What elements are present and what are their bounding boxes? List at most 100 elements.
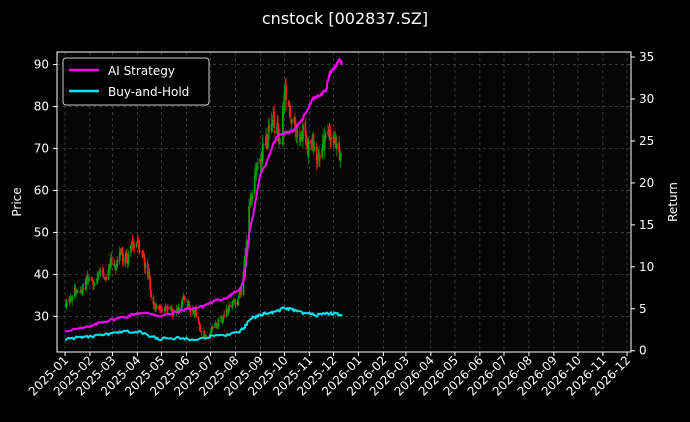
candle-body <box>197 316 200 321</box>
candle-body <box>105 277 107 281</box>
candle-body <box>294 122 297 138</box>
candle-body <box>92 280 95 285</box>
price-candles <box>64 77 342 341</box>
y-tick-label-right: 0 <box>639 344 647 358</box>
candle-body <box>144 263 147 269</box>
candle-body <box>65 299 68 308</box>
candle-body <box>153 302 156 304</box>
candle-body <box>152 296 155 305</box>
candle-body <box>118 252 121 262</box>
candle-body <box>150 290 152 298</box>
candle-body <box>200 331 203 333</box>
y-tick-label-left: 30 <box>34 309 49 323</box>
candle-body <box>113 264 115 266</box>
candle-body <box>231 301 234 308</box>
candle-body <box>234 302 237 306</box>
candle-body <box>288 104 291 107</box>
candle-body <box>212 326 214 328</box>
candle-body <box>245 248 247 255</box>
candle-body <box>127 253 130 264</box>
candle-body <box>215 322 218 326</box>
candle-body <box>334 138 337 143</box>
candle-body <box>68 298 70 300</box>
candle-body <box>81 288 84 295</box>
candle-body <box>90 276 93 280</box>
candle-body <box>287 102 290 104</box>
candle-body <box>268 125 271 131</box>
candle-body <box>251 195 254 199</box>
candle-body <box>198 321 201 325</box>
candle-body <box>261 158 263 162</box>
y-tick-label-left: 80 <box>34 100 49 114</box>
candle-body <box>305 134 308 141</box>
y-tick-label-left: 60 <box>34 183 49 197</box>
candle-body <box>238 291 241 298</box>
candle-body <box>330 137 333 140</box>
candle-body <box>301 137 304 142</box>
y-tick-label-right: 25 <box>639 134 654 148</box>
candle-body <box>146 263 149 277</box>
candle-body <box>180 305 183 310</box>
candle-body <box>289 106 292 118</box>
candle-body <box>338 142 341 153</box>
candle-body <box>261 144 264 159</box>
candle-body <box>279 142 282 144</box>
y-tick-label-left: 70 <box>34 142 49 156</box>
plot-frame <box>56 51 632 353</box>
candle-body <box>203 331 205 338</box>
candle-body <box>88 278 91 281</box>
candle-body <box>148 272 151 280</box>
chart-title: cnstock [002837.SZ] <box>262 9 428 28</box>
candle-body <box>321 147 324 158</box>
y-tick-label-right: 20 <box>639 176 654 190</box>
candle-body <box>119 250 122 255</box>
candle-body <box>182 296 185 300</box>
candle-body <box>257 166 259 168</box>
candle-body <box>121 252 124 265</box>
candle-body <box>97 273 100 276</box>
candle-body <box>339 152 342 161</box>
candle-body <box>250 197 253 201</box>
candle-body <box>167 307 169 310</box>
candle-body <box>277 122 279 138</box>
y-tick-label-left: 90 <box>34 58 49 72</box>
candle-body <box>249 203 251 208</box>
candle-body <box>323 136 326 150</box>
candle-body <box>329 129 332 140</box>
candle-body <box>74 286 77 293</box>
candle-body <box>149 278 152 290</box>
candle-body <box>115 267 118 270</box>
candle-body <box>155 305 158 309</box>
candle-body <box>228 305 230 312</box>
candle-body <box>255 169 258 173</box>
legend-label-buy-and-hold: Buy-and-Hold <box>108 85 189 99</box>
legend-box <box>62 57 210 106</box>
candle-body <box>266 141 269 148</box>
candle-body <box>302 124 304 140</box>
candle-body <box>99 270 102 272</box>
candle-body <box>108 268 111 271</box>
candle-body <box>188 304 191 308</box>
candle-body <box>143 256 146 268</box>
candle-body <box>101 269 104 274</box>
y-tick-label-right: 5 <box>639 302 647 316</box>
candle-body <box>163 307 166 312</box>
candle-body <box>306 138 308 145</box>
candle-body <box>254 171 257 176</box>
candle-body <box>242 271 245 296</box>
series-line-ai-strategy <box>64 57 343 333</box>
candle-body <box>220 316 223 323</box>
candle-body <box>324 133 327 139</box>
candle-body <box>164 307 167 309</box>
candle-body <box>211 327 214 331</box>
right-y-axis: 0 5 10 15 20 25 30 35 <box>631 50 654 358</box>
candle-body <box>315 146 318 161</box>
candle-body <box>233 301 236 303</box>
candle-body <box>271 121 274 125</box>
candle-body <box>102 272 105 277</box>
candle-body <box>154 307 157 310</box>
candle-body <box>69 298 72 303</box>
candle-body <box>267 127 270 141</box>
candle-body <box>278 138 281 143</box>
candle-body <box>283 90 286 111</box>
